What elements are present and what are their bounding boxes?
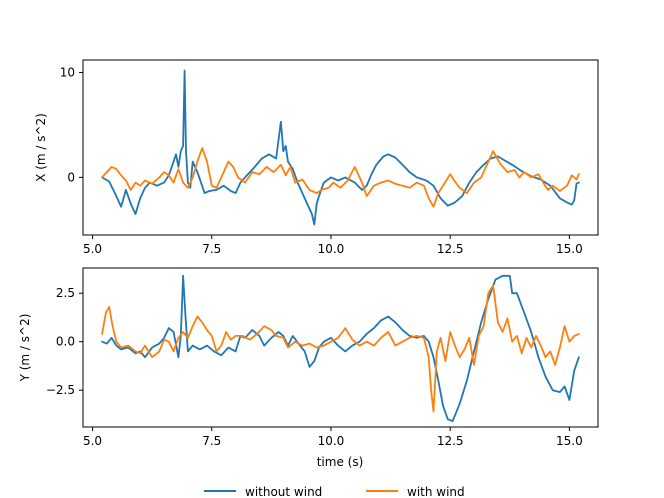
x-tick-label: 15.0 xyxy=(556,434,583,448)
y-panel-ticks: 5.0 7.5 10.0 12.5 15.0 2.5 0.0 −2.5 xyxy=(46,286,583,448)
legend-label-without-wind: without wind xyxy=(245,485,322,498)
x-tick-label: 5.0 xyxy=(83,242,102,256)
series-line-with-wind xyxy=(101,284,580,413)
x-tick-label: 15.0 xyxy=(556,242,583,256)
ylabel-x: X (m / s^2) xyxy=(34,113,48,182)
panel-x-acceleration: 5.0 7.5 10.0 12.5 15.0 0 10 X (m / s^2) xyxy=(34,59,599,256)
x-tick-label: 10.0 xyxy=(318,434,345,448)
series-line-with-wind xyxy=(101,147,580,208)
x-panel-series xyxy=(101,69,580,226)
x-tick-label: 12.5 xyxy=(437,242,464,256)
ylabel-y: Y (m / s^2) xyxy=(18,314,32,383)
y-tick-label: 10 xyxy=(60,66,75,80)
x-tick-label: 12.5 xyxy=(437,434,464,448)
legend: without wind with wind xyxy=(204,485,465,498)
y-panel-series xyxy=(101,274,580,423)
plot-area-x xyxy=(83,60,598,235)
y-tick-label: 0 xyxy=(67,170,75,184)
axes-frame-y xyxy=(82,267,599,428)
y-tick-label: −2.5 xyxy=(46,383,75,397)
x-tick-label: 10.0 xyxy=(318,242,345,256)
x-tick-label: 7.5 xyxy=(202,434,221,448)
y-tick-label: 2.5 xyxy=(56,286,75,300)
x-tick-label: 5.0 xyxy=(83,434,102,448)
xlabel-time: time (s) xyxy=(317,455,364,469)
legend-label-with-wind: with wind xyxy=(407,485,465,498)
x-tick-label: 7.5 xyxy=(202,242,221,256)
panel-y-acceleration: 5.0 7.5 10.0 12.5 15.0 2.5 0.0 −2.5 Y (m / s^2) xyxy=(18,267,599,448)
axes-frame-x xyxy=(82,59,599,236)
x-panel-ticks: 5.0 7.5 10.0 12.5 15.0 0 10 xyxy=(60,66,583,256)
y-tick-label: 0.0 xyxy=(56,335,75,349)
series-line-without-wind xyxy=(101,69,580,226)
